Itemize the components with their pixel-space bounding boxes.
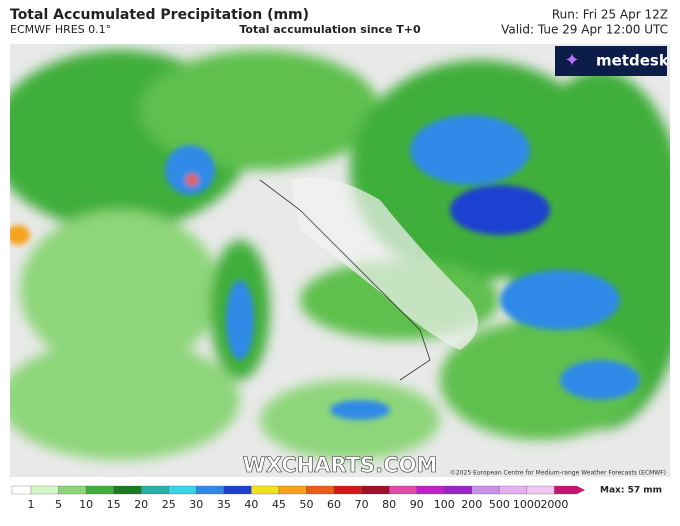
colorbar-segment: [85, 485, 114, 495]
colorbar-segment: [223, 485, 252, 495]
colorbar-tick-label: 5: [55, 498, 62, 511]
logo: metdesk: [596, 52, 670, 70]
colorbar-tick-label: 10: [79, 498, 93, 511]
colorbar-tick-label: 100: [434, 498, 455, 511]
colorbar-tick-label: 80: [382, 498, 396, 511]
colorbar-segment: [113, 485, 142, 495]
colorbar-tick-label: 1000: [513, 498, 541, 511]
colorbar-segment: [168, 485, 197, 495]
colorbar-segment: [554, 485, 578, 495]
colorbar-segment: [388, 485, 417, 495]
coastline: [259, 179, 431, 381]
sea: [290, 177, 478, 350]
colorbar-tick-label: 2000: [540, 498, 568, 511]
colorbar-tick-label: 30: [189, 498, 203, 511]
valid: Valid: Tue 29 Apr 12:00 UTC: [501, 23, 668, 37]
colorbar-segment: [526, 485, 555, 495]
max-label: Max: 57 mm: [600, 486, 662, 496]
colorbar-tick-label: 45: [272, 498, 286, 511]
colorbar-tick-label: 60: [327, 498, 341, 511]
colorbar-segment: [196, 485, 225, 495]
colorbar-segment: [11, 485, 32, 495]
colorbar-segment: [361, 485, 390, 495]
title: Total Accumulated Precipitation (mm): [10, 7, 309, 23]
logo-box: [555, 46, 667, 76]
map: [10, 44, 670, 477]
colorbar-segment: [416, 485, 445, 495]
colorbar-segment: [333, 485, 362, 495]
colorbar-segment: [306, 485, 335, 495]
colorbar-arrow: [577, 486, 585, 494]
colorbar-tick-label: 40: [244, 498, 258, 511]
colorbar-tick-label: 25: [162, 498, 176, 511]
model: ECMWF HRES 0.1°: [10, 23, 111, 36]
logo-icon: ✦: [564, 50, 579, 71]
colorbar-tick-label: 15: [107, 498, 121, 511]
colorbar-tick-label: 20: [134, 498, 148, 511]
precip-blue: [10, 115, 640, 420]
colorbar-segment: [141, 485, 169, 495]
colorbar-tick-label: 1: [28, 498, 35, 511]
colorbar-segment: [58, 485, 87, 495]
colorbar-tick-label: 50: [300, 498, 314, 511]
colorbar-tick-label: 35: [217, 498, 231, 511]
colorbar-segment: [499, 485, 528, 495]
colorbar-segment: [471, 485, 500, 495]
colorbar-tick-label: 200: [461, 498, 482, 511]
colorbar-segment: [444, 485, 472, 495]
watermark: WXCHARTS.COM: [243, 453, 438, 477]
colorbar: 1 5 10 15 20 25 30 35 40 45 50 60 70 80 90 100 200 500 100…: [11, 485, 585, 511]
colorbar-tick-label: 500: [489, 498, 510, 511]
colorbar-segment: [30, 485, 59, 495]
colorbar-segment: [251, 485, 280, 495]
copyright: ©2025 European Centre for Medium-range W…: [450, 470, 666, 477]
run: Run: Fri 25 Apr 12Z: [552, 8, 668, 22]
subtitle: Total accumulation since T+0: [239, 23, 421, 36]
colorbar-tick-label: 70: [355, 498, 369, 511]
colorbar-segment: [278, 485, 307, 495]
colorbar-tick-label: 90: [410, 498, 424, 511]
